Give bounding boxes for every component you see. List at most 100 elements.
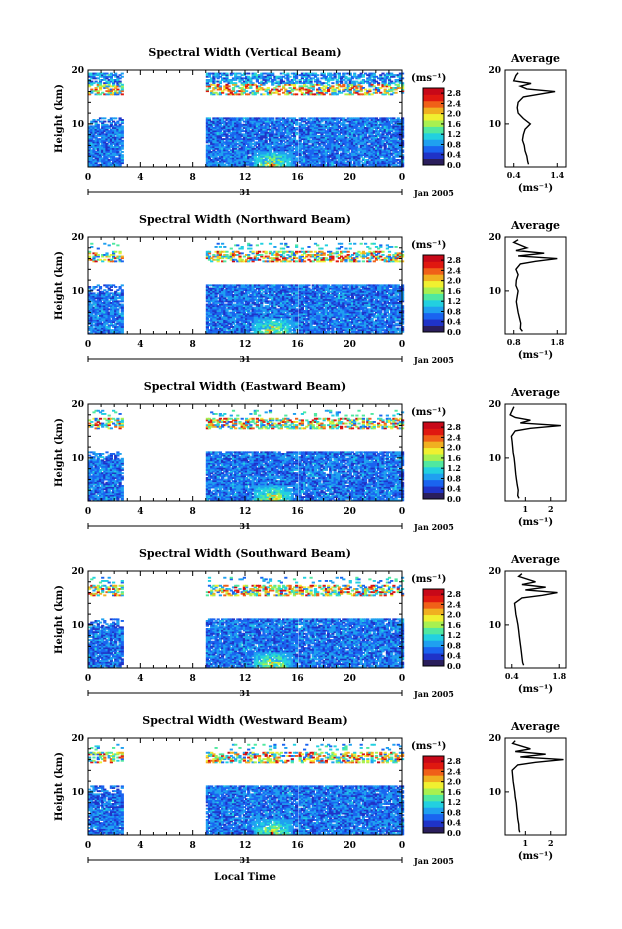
heatmap-cell	[225, 321, 229, 324]
heatmap-cell	[290, 90, 294, 93]
heatmap-cell	[381, 152, 385, 155]
heatmap-cell	[118, 143, 122, 145]
heatmap-cell	[210, 138, 214, 141]
heatmap-cell	[229, 302, 233, 304]
heatmap-cell	[88, 74, 92, 77]
heatmap-cell	[383, 88, 387, 91]
heatmap-cell	[266, 128, 270, 131]
heatmap-cell	[355, 141, 359, 144]
heatmap-cell	[331, 87, 335, 89]
heatmap-cell	[120, 120, 124, 123]
heatmap-cell	[318, 163, 322, 166]
heatmap-cell	[90, 120, 94, 123]
heatmap-cell	[268, 155, 273, 158]
heatmap-cell	[258, 117, 262, 120]
heatmap-cell	[114, 165, 118, 168]
heatmap-cell	[292, 85, 297, 88]
heatmap-cell	[90, 75, 94, 78]
heatmap-cell	[225, 330, 229, 333]
heatmap-cell	[300, 82, 304, 85]
heatmap-cell	[114, 326, 118, 328]
heatmap-cell	[96, 295, 100, 298]
heatmap-cell	[212, 157, 216, 160]
heatmap-cell	[116, 88, 120, 91]
heatmap-cell	[214, 143, 218, 145]
heatmap-cell	[346, 83, 350, 86]
heatmap-cell	[214, 290, 218, 293]
heatmap-cell	[342, 165, 346, 168]
heatmap-cell	[298, 144, 302, 147]
heatmap-cell	[282, 151, 286, 153]
heatmap-cell	[225, 154, 229, 157]
heatmap-cell	[346, 157, 350, 160]
heatmap-cell	[92, 300, 96, 303]
heatmap-cell	[366, 138, 370, 141]
heatmap-cell	[116, 313, 120, 316]
heatmap-cell	[292, 138, 297, 141]
heatmap-cell	[236, 128, 240, 131]
heatmap-cell	[258, 125, 262, 128]
heatmap-cell	[120, 75, 124, 78]
heatmap-cell	[227, 120, 231, 123]
heatmap-cell	[359, 143, 363, 145]
heatmap-cell	[335, 127, 339, 129]
heatmap-cell	[387, 83, 392, 86]
heatmap-cell	[212, 300, 216, 303]
heatmap-cell	[223, 306, 227, 309]
heatmap-cell	[109, 123, 113, 126]
heatmap-cell	[253, 122, 257, 125]
heatmap-cell	[331, 147, 335, 150]
heatmap-cell	[210, 130, 214, 133]
heatmap-cell	[377, 133, 381, 136]
heatmap-cell	[92, 82, 96, 85]
heatmap-cell	[225, 327, 229, 330]
heatmap-cell	[109, 319, 113, 322]
heatmap-cell	[92, 329, 96, 332]
heatmap-cell	[377, 151, 381, 153]
heatmap-cell	[288, 154, 292, 157]
heatmap-cell	[307, 147, 311, 150]
heatmap-cell	[353, 147, 357, 150]
colorbar-band	[423, 88, 444, 95]
heatmap-cell	[387, 90, 392, 93]
heatmap-cell	[234, 313, 238, 316]
heatmap-cell	[216, 305, 220, 308]
heatmap-cell	[286, 139, 290, 142]
heatmap-cell	[385, 120, 389, 123]
heatmap-cell	[295, 128, 299, 131]
heatmap-cell	[340, 117, 344, 120]
heatmap-cell	[238, 131, 242, 134]
heatmap-cell	[229, 159, 233, 161]
heatmap-cell	[225, 119, 229, 121]
heatmap-cell	[255, 162, 259, 165]
heatmap-cell	[249, 82, 253, 85]
heatmap-cell	[333, 135, 337, 137]
heatmap-cell	[271, 127, 275, 129]
heatmap-cell	[401, 72, 405, 75]
heatmap-cell	[223, 135, 227, 137]
heatmap-cell	[227, 326, 231, 328]
heatmap-cell	[262, 135, 266, 137]
heatmap-cell	[253, 159, 257, 161]
heatmap-cell	[118, 90, 122, 93]
heatmap-cell	[231, 149, 236, 152]
heatmap-cell	[303, 144, 307, 147]
heatmap-cell	[212, 144, 216, 147]
heatmap-cell	[385, 119, 389, 121]
heatmap-cell	[320, 87, 324, 89]
heatmap-cell	[392, 152, 396, 155]
heatmap-cell	[223, 300, 227, 303]
heatmap-cell	[288, 123, 292, 126]
heatmap-cell	[307, 162, 311, 165]
heatmap-cell	[120, 321, 124, 324]
heatmap-cell	[101, 311, 105, 314]
heatmap-cell	[94, 154, 98, 157]
heatmap-cell	[218, 257, 222, 260]
heatmap-cell	[107, 93, 111, 96]
heatmap-cell	[101, 74, 105, 77]
heatmap-cell	[361, 163, 365, 166]
heatmap-cell	[105, 87, 109, 89]
heatmap-cell	[218, 91, 222, 94]
heatmap-cell	[227, 125, 231, 128]
